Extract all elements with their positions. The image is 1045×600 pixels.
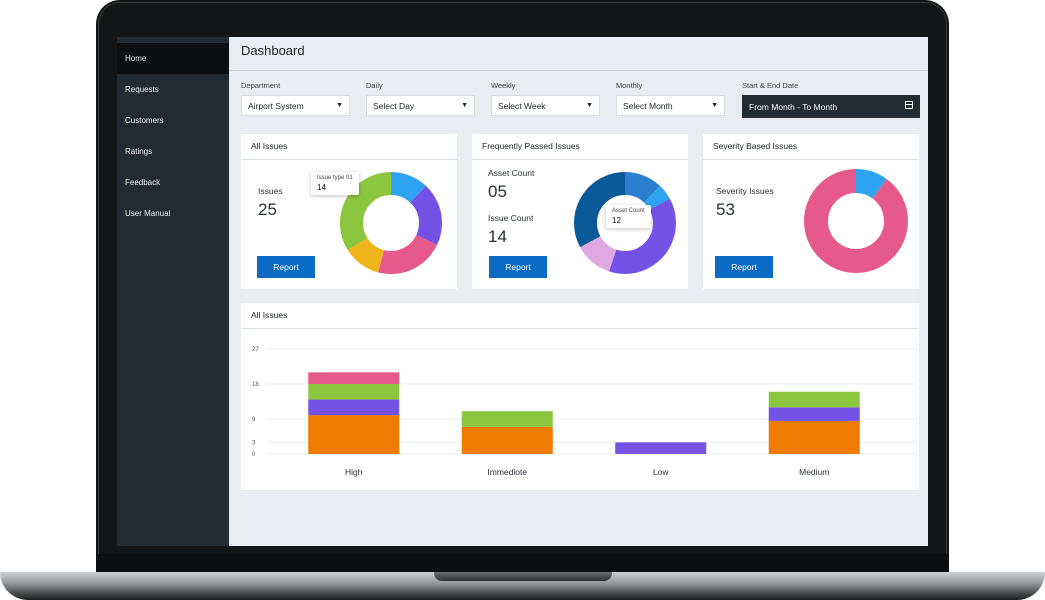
tooltip-label: Asset Count	[612, 208, 645, 214]
x-tick-label: Low	[653, 467, 669, 477]
department-filter: Department Airport System ▼	[241, 81, 350, 116]
bar-segment[interactable]	[308, 372, 400, 384]
daily-value: Select Day	[373, 101, 415, 111]
issues-label: Issues	[258, 186, 283, 196]
asset-count-value: 05	[488, 182, 507, 201]
date-range-value: From Month - To Month	[749, 102, 838, 112]
donut-segment[interactable]	[340, 172, 442, 274]
donut-segment[interactable]	[574, 172, 676, 274]
issues-value: 25	[258, 200, 277, 219]
donut-segment[interactable]	[574, 172, 676, 274]
bar-segment[interactable]	[615, 442, 707, 454]
date-range-filter: Start & End Date From Month - To Month	[742, 81, 920, 118]
date-range-picker[interactable]: From Month - To Month	[742, 95, 920, 118]
daily-select[interactable]: Select Day ▼	[366, 95, 475, 116]
bar-segment[interactable]	[308, 384, 400, 400]
y-tick-label: 3	[252, 440, 256, 446]
department-select[interactable]: Airport System ▼	[241, 95, 350, 116]
sidebar-item-feedback[interactable]: Feedback	[125, 178, 161, 187]
donut-tooltip: Asset Count 12	[606, 205, 651, 228]
asset-count-label: Asset Count	[488, 168, 535, 178]
date-range-label: Start & End Date	[742, 81, 799, 90]
donut-segment[interactable]	[340, 172, 442, 274]
department-label: Department	[241, 81, 281, 90]
frequently-passed-donut	[574, 172, 676, 274]
weekly-label: Weekly	[491, 81, 516, 90]
card-title: Severity Based Issues	[703, 134, 919, 160]
stacked-bar-chart: 0 3 9 18 27 High Immediote Low Medium	[252, 347, 917, 477]
severity-donut	[804, 169, 908, 273]
daily-label: Daily	[366, 81, 383, 90]
y-tick-label: 27	[252, 347, 259, 353]
bar-chart-title: All Issues	[241, 303, 919, 329]
sidebar-item-requests[interactable]: Requests	[125, 85, 159, 94]
monthly-select[interactable]: Select Month ▼	[616, 95, 725, 116]
page-header: Dashboard	[229, 37, 928, 71]
department-value: Airport System	[248, 101, 304, 111]
bar-segment[interactable]	[308, 399, 400, 416]
severity-issues-value: 53	[716, 200, 735, 219]
donut-tooltip: Issue type 01 14	[311, 172, 359, 195]
card-title: All Issues	[241, 134, 457, 160]
bar-segment[interactable]	[768, 407, 860, 421]
bar-segment[interactable]	[461, 426, 553, 454]
y-tick-label: 9	[252, 417, 256, 423]
report-button[interactable]: Report	[715, 256, 773, 278]
x-tick-label: High	[345, 467, 363, 477]
card-title: Frequently Passed Issues	[472, 134, 688, 160]
bar-segment[interactable]	[768, 420, 860, 454]
bar-segment[interactable]	[308, 415, 400, 454]
tooltip-value: 14	[317, 183, 326, 192]
sidebar-item-user-manual[interactable]: User Manual	[125, 209, 171, 218]
monthly-filter: Monthly Select Month ▼	[616, 81, 725, 116]
donut-segment[interactable]	[340, 172, 442, 274]
laptop-base	[0, 572, 1045, 600]
all-issues-bar-card: All Issues 0 3 9 18 27 High Immediote Low Medium	[241, 303, 919, 490]
severity-issues-label: Severity Issues	[716, 186, 774, 196]
weekly-select[interactable]: Select Week ▼	[491, 95, 600, 116]
caret-down-icon: ▼	[586, 102, 593, 109]
severity-card: Severity Based Issues Severity Issues 53…	[703, 134, 919, 289]
monthly-value: Select Month	[623, 101, 673, 111]
bar-segment[interactable]	[768, 391, 860, 408]
all-issues-donut	[340, 172, 442, 274]
weekly-filter: Weekly Select Week ▼	[491, 81, 600, 116]
caret-down-icon: ▼	[711, 102, 718, 109]
caret-down-icon: ▼	[461, 102, 468, 109]
caret-down-icon: ▼	[336, 102, 343, 109]
tooltip-value: 12	[612, 216, 621, 225]
bar-segment[interactable]	[461, 411, 553, 427]
app-screen: Home Requests Customers Ratings Feedback…	[117, 37, 928, 546]
page-title: Dashboard	[241, 43, 305, 58]
daily-filter: Daily Select Day ▼	[366, 81, 475, 116]
x-tick-label: Immediote	[487, 467, 527, 477]
y-tick-label: 18	[252, 382, 259, 388]
weekly-value: Select Week	[498, 101, 546, 111]
issue-count-value: 14	[488, 227, 507, 246]
sidebar-item-home[interactable]: Home	[117, 43, 229, 74]
laptop-bezel	[96, 554, 949, 574]
sidebar-item-ratings[interactable]: Ratings	[125, 147, 153, 156]
tooltip-label: Issue type 01	[317, 175, 353, 181]
issue-count-label: Issue Count	[488, 213, 534, 223]
monthly-label: Monthly	[616, 81, 643, 90]
y-tick-label: 0	[252, 452, 256, 458]
x-tick-label: Medium	[799, 467, 829, 477]
donut-segment[interactable]	[804, 169, 908, 273]
frequently-passed-card: Frequently Passed Issues Asset Count 05 …	[472, 134, 688, 289]
sidebar-item-customers[interactable]: Customers	[125, 116, 164, 125]
report-button[interactable]: Report	[489, 256, 547, 278]
report-button[interactable]: Report	[257, 256, 315, 278]
sidebar: Home Requests Customers Ratings Feedback…	[117, 37, 229, 546]
all-issues-card: All Issues Issues 25 Report Issue type 0…	[241, 134, 457, 289]
calendar-icon[interactable]	[905, 101, 913, 109]
